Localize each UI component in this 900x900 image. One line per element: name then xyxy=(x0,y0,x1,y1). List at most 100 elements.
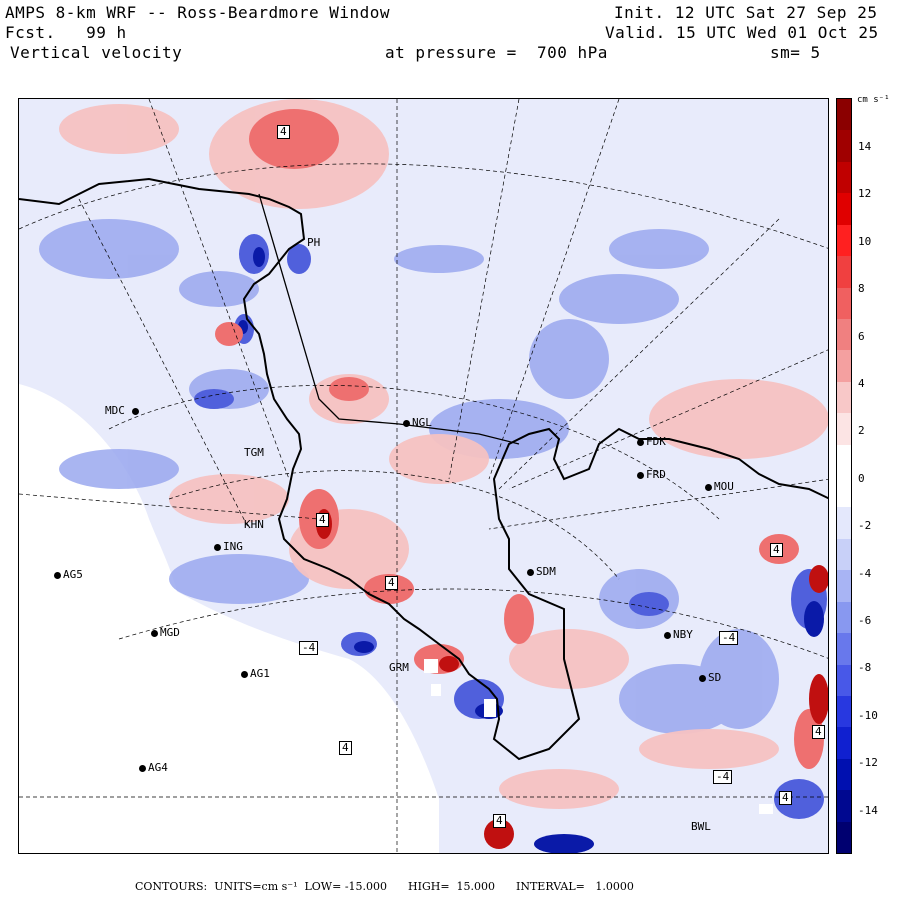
contour-label: 4 xyxy=(779,791,792,805)
colorbar-segment xyxy=(837,224,851,257)
contour-label: 4 xyxy=(493,814,506,828)
station-mdc-label: MDC xyxy=(105,404,125,417)
station-ag5-label: AG5 xyxy=(63,568,83,581)
colorbar-tick-label: -6 xyxy=(858,614,872,627)
colorbar-segment xyxy=(837,695,851,728)
contour-label: 4 xyxy=(277,125,290,139)
colorbar-tick-label: -4 xyxy=(858,566,872,580)
colorbar-segment xyxy=(837,161,851,194)
colorbar-segment xyxy=(837,727,851,760)
colorbar-segment xyxy=(837,350,851,383)
station-nby-label: NBY xyxy=(673,628,693,641)
station-tgm-label: TGM xyxy=(244,446,264,459)
colorbar-segment xyxy=(837,758,851,791)
station-ag5[interactable]: AG5 xyxy=(54,569,83,581)
contour-label: -4 xyxy=(299,641,319,655)
station-dot-icon xyxy=(54,571,61,579)
forecast-hour: Fcst. 99 h xyxy=(5,23,127,42)
colorbar-segment xyxy=(837,287,851,320)
contour-label: 4 xyxy=(385,576,398,590)
colorbar-segment xyxy=(837,538,851,571)
init-time: Init. 12 UTC Sat 27 Sep 25 xyxy=(614,3,878,22)
station-mgd[interactable]: MGD xyxy=(151,627,180,639)
colorbar-tick-label: 0 xyxy=(858,471,865,485)
station-sd[interactable]: SD xyxy=(699,672,721,684)
colorbar-tick-label: -10 xyxy=(858,708,878,722)
colorbar-segment xyxy=(837,664,851,697)
colorbar-tick-label: 2 xyxy=(858,424,865,438)
colorbar-tick-label: -2 xyxy=(858,519,872,533)
station-mdc[interactable]: MDC xyxy=(105,405,141,417)
station-ag1[interactable]: AG1 xyxy=(241,668,270,680)
station-mou-label: MOU xyxy=(714,480,734,493)
contour-info: CONTOURS: UNITS=cm s⁻¹ LOW= -15.000 HIGH… xyxy=(135,880,634,893)
station-sdm-label: SDM xyxy=(536,565,556,578)
station-ing-label: ING xyxy=(223,540,243,553)
colorbar-tick-label: 8 xyxy=(858,282,865,296)
station-ngl[interactable]: NGL xyxy=(403,417,432,429)
station-ag4-label: AG4 xyxy=(148,761,168,774)
station-dot-icon xyxy=(699,674,706,682)
colorbar-tick-label: 14 xyxy=(858,140,872,153)
colorbar-tick-label: 12 xyxy=(858,187,872,201)
colorbar-segment xyxy=(837,601,851,634)
station-grm-label: GRM xyxy=(389,661,409,674)
colorbar-tick-label: 10 xyxy=(858,234,872,248)
station-ph-label: PH xyxy=(307,236,321,249)
station-bwl[interactable]: BWL xyxy=(691,821,711,833)
station-mou[interactable]: MOU xyxy=(705,481,734,493)
map-title: AMPS 8-km WRF -- Ross-Beardmore Window xyxy=(5,3,391,22)
colorbar-segment xyxy=(837,381,851,414)
colorbar-segment xyxy=(837,476,851,508)
contour-label: 4 xyxy=(812,725,825,739)
map-area[interactable]: MDC NGL FDK FRD MOU TGM KHN ING AG5 SDM … xyxy=(18,98,829,854)
station-fdk[interactable]: FDK xyxy=(637,436,666,448)
station-dot-icon xyxy=(527,568,534,576)
colorbar-tick-label: 6 xyxy=(858,329,865,343)
colorbar-segment xyxy=(837,413,851,446)
station-khn[interactable]: KHN xyxy=(244,519,264,531)
station-dot-icon xyxy=(241,670,248,678)
station-dot-icon xyxy=(139,764,146,772)
station-sd-label: SD xyxy=(708,671,722,684)
colorbar-segment xyxy=(837,318,851,351)
station-dot-icon xyxy=(705,483,712,491)
field-name: Vertical velocity xyxy=(10,43,183,62)
vertical-velocity-field xyxy=(19,99,828,853)
station-dot-icon xyxy=(214,543,221,551)
station-dot-icon xyxy=(637,438,644,446)
station-fdk-label: FDK xyxy=(646,435,666,448)
colorbar-segment xyxy=(837,193,851,226)
station-mgd-label: MGD xyxy=(160,626,180,639)
pressure-level: at pressure = 700 hPa xyxy=(385,43,608,62)
station-nby[interactable]: NBY xyxy=(664,629,693,641)
smoothing-value: sm= 5 xyxy=(770,43,821,62)
station-ngl-label: NGL xyxy=(412,416,432,429)
station-ag1-label: AG1 xyxy=(250,667,270,680)
station-dot-icon xyxy=(151,629,158,637)
colorbar-segment xyxy=(837,570,851,603)
contour-label: 4 xyxy=(770,543,783,557)
station-frd[interactable]: FRD xyxy=(637,469,666,481)
colorbar-segment xyxy=(837,821,851,854)
contour-label: 4 xyxy=(316,513,329,527)
colorbar-tick-label: -8 xyxy=(858,661,872,675)
station-ag4[interactable]: AG4 xyxy=(139,762,168,774)
station-tgm[interactable]: TGM xyxy=(244,447,264,459)
station-sdm[interactable]: SDM xyxy=(527,566,556,578)
colorbar-tick-label: -12 xyxy=(858,756,878,770)
colorbar-segment xyxy=(837,99,851,131)
station-ing[interactable]: ING xyxy=(214,541,243,553)
station-frd-label: FRD xyxy=(646,468,666,481)
colorbar-segment xyxy=(837,790,851,823)
colorbar-tick-label: -14 xyxy=(858,803,878,817)
station-khn-label: KHN xyxy=(244,518,264,531)
colorbar-units: cm s⁻¹ xyxy=(857,95,890,105)
station-ph[interactable]: PH xyxy=(307,237,320,249)
colorbar-segment xyxy=(837,256,851,288)
station-bwl-label: BWL xyxy=(691,820,711,833)
station-dot-icon xyxy=(664,631,671,639)
contour-label: -4 xyxy=(713,770,733,784)
station-grm[interactable]: GRM xyxy=(389,662,409,674)
colorbar-segment xyxy=(837,444,851,477)
